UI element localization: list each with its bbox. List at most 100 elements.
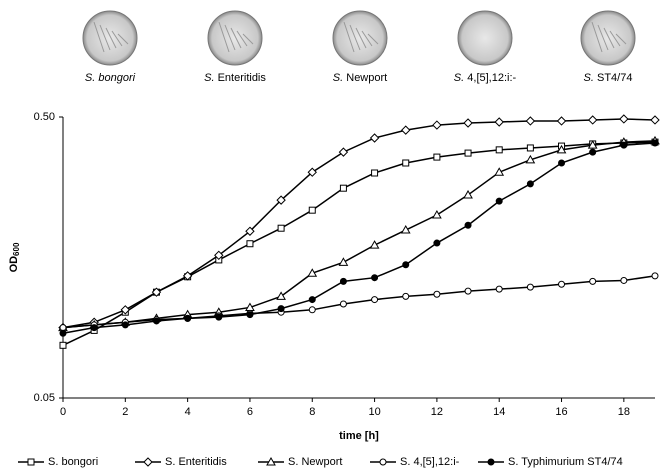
data-point — [556, 144, 567, 154]
legend-marker — [379, 458, 387, 466]
data-point — [433, 239, 441, 247]
plate-streak — [218, 21, 230, 53]
data-point — [587, 140, 598, 149]
data-point — [371, 274, 379, 282]
data-point — [494, 167, 505, 176]
plate-streak — [349, 24, 361, 51]
plate-label: S. bongori — [85, 72, 136, 84]
plate-streak — [603, 27, 615, 49]
plate-streak — [105, 27, 117, 49]
data-point — [402, 292, 410, 300]
data-point — [589, 277, 597, 285]
plate-streak — [230, 27, 242, 49]
data-point — [526, 283, 534, 291]
data-point — [651, 139, 659, 147]
data-point — [402, 159, 410, 167]
data-point — [214, 250, 224, 261]
plate-label: S. 4,[5],12:i:- — [454, 72, 517, 84]
legend-marker — [27, 458, 35, 466]
x-tick-label: 14 — [493, 406, 505, 418]
data-point — [558, 280, 566, 288]
data-point — [650, 115, 660, 125]
data-point — [464, 149, 472, 157]
x-tick-label: 12 — [431, 406, 443, 418]
data-point — [121, 321, 129, 329]
data-point — [463, 189, 473, 199]
series-line — [62, 275, 656, 329]
plate-label: S. Enteritidis — [204, 72, 266, 84]
data-point — [589, 148, 597, 156]
data-point — [651, 272, 659, 280]
legend-label: S. 4,[5],12:i- — [400, 456, 460, 468]
plate-streak — [242, 33, 254, 45]
y-axis-title-main: OD — [8, 256, 20, 273]
data-point — [620, 141, 628, 149]
x-tick-label: 4 — [185, 406, 191, 418]
plate-image — [207, 10, 263, 66]
x-tick-label: 2 — [122, 406, 128, 418]
data-point — [277, 224, 285, 232]
data-point — [339, 300, 347, 308]
plate-name: bongori — [98, 72, 135, 84]
data-point — [402, 261, 410, 269]
legend-marker — [487, 458, 495, 466]
plate-genus: S. — [85, 72, 95, 84]
y-axis-title: OD600 — [8, 242, 21, 272]
data-point — [339, 184, 347, 192]
data-point — [432, 120, 442, 130]
data-point — [619, 114, 629, 124]
plate-streak — [591, 21, 603, 53]
plate-label: S. Newport — [333, 72, 387, 84]
data-point — [246, 240, 254, 248]
plate-genus: S. — [584, 72, 594, 84]
legend-label: S. bongori — [48, 456, 98, 468]
data-point — [59, 324, 67, 332]
data-point — [276, 291, 286, 300]
plate-label: S. ST4/74 — [584, 72, 633, 84]
plate-image — [332, 10, 388, 66]
data-point — [495, 197, 503, 205]
x-axis-title: time [h] — [339, 430, 379, 442]
plate-streak — [343, 21, 355, 53]
data-point — [463, 118, 473, 128]
data-point — [308, 306, 316, 314]
data-point — [90, 324, 98, 332]
y-axis-title-sub: 600 — [12, 242, 21, 256]
data-point — [494, 117, 504, 127]
data-point — [556, 116, 567, 126]
data-point — [401, 125, 411, 135]
plate-streak — [609, 30, 621, 47]
data-point — [245, 226, 255, 236]
data-point — [59, 341, 67, 349]
data-point — [277, 305, 285, 313]
x-tick-label: 8 — [309, 406, 315, 418]
plate-streak — [117, 33, 129, 45]
plate-image — [580, 10, 636, 66]
series-line — [62, 118, 656, 329]
data-point — [369, 133, 380, 143]
data-point — [495, 146, 503, 154]
data-point — [246, 311, 254, 319]
data-point — [464, 287, 472, 295]
plate-streak — [597, 24, 609, 51]
x-tick-label: 16 — [555, 406, 567, 418]
data-point — [215, 313, 223, 321]
series-line — [62, 142, 656, 334]
data-point — [432, 209, 442, 219]
data-point — [182, 271, 193, 281]
plate-name: 4,[5],12:i:- — [467, 72, 516, 84]
data-point — [464, 221, 472, 229]
data-point — [558, 159, 566, 167]
series-line — [62, 140, 656, 329]
plate-streak — [93, 21, 105, 53]
plate-streak — [236, 30, 248, 47]
plate-genus: S. — [204, 72, 214, 84]
data-point — [433, 153, 441, 161]
data-point — [338, 147, 349, 157]
data-point — [339, 277, 347, 285]
data-point — [184, 314, 192, 322]
data-point — [371, 169, 379, 177]
legend-label: S. Enteritidis — [165, 456, 227, 468]
plate-streak — [224, 24, 236, 51]
data-point — [433, 290, 441, 298]
